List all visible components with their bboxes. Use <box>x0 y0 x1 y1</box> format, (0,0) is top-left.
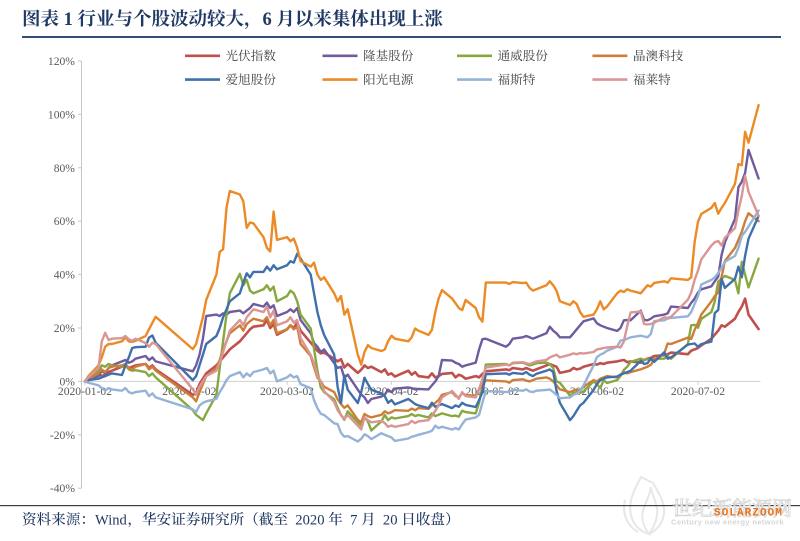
svg-text:SOLARZOOM: SOLARZOOM <box>714 508 783 520</box>
svg-text:7: 7 <box>350 512 357 528</box>
svg-text:2020: 2020 <box>295 512 324 528</box>
svg-text:0%: 0% <box>60 375 76 388</box>
svg-text:2020-03-02: 2020-03-02 <box>260 385 314 398</box>
svg-text:-40%: -40% <box>50 482 75 495</box>
svg-text:100%: 100% <box>48 108 75 121</box>
svg-text:Century new energy network: Century new energy network <box>671 518 784 527</box>
svg-text:2020-07-02: 2020-07-02 <box>671 385 725 398</box>
svg-text:40%: 40% <box>54 269 76 282</box>
svg-text:60%: 60% <box>54 215 76 228</box>
svg-text:80%: 80% <box>54 162 76 175</box>
svg-text:-20%: -20% <box>50 429 75 442</box>
svg-text:1: 1 <box>64 10 73 30</box>
svg-text:120%: 120% <box>48 55 75 68</box>
svg-text:20: 20 <box>383 512 398 528</box>
svg-text:20%: 20% <box>54 322 76 335</box>
svg-text:2020-01-02: 2020-01-02 <box>58 385 112 398</box>
svg-text:6: 6 <box>263 10 272 30</box>
svg-text:Wind: Wind <box>95 512 128 528</box>
